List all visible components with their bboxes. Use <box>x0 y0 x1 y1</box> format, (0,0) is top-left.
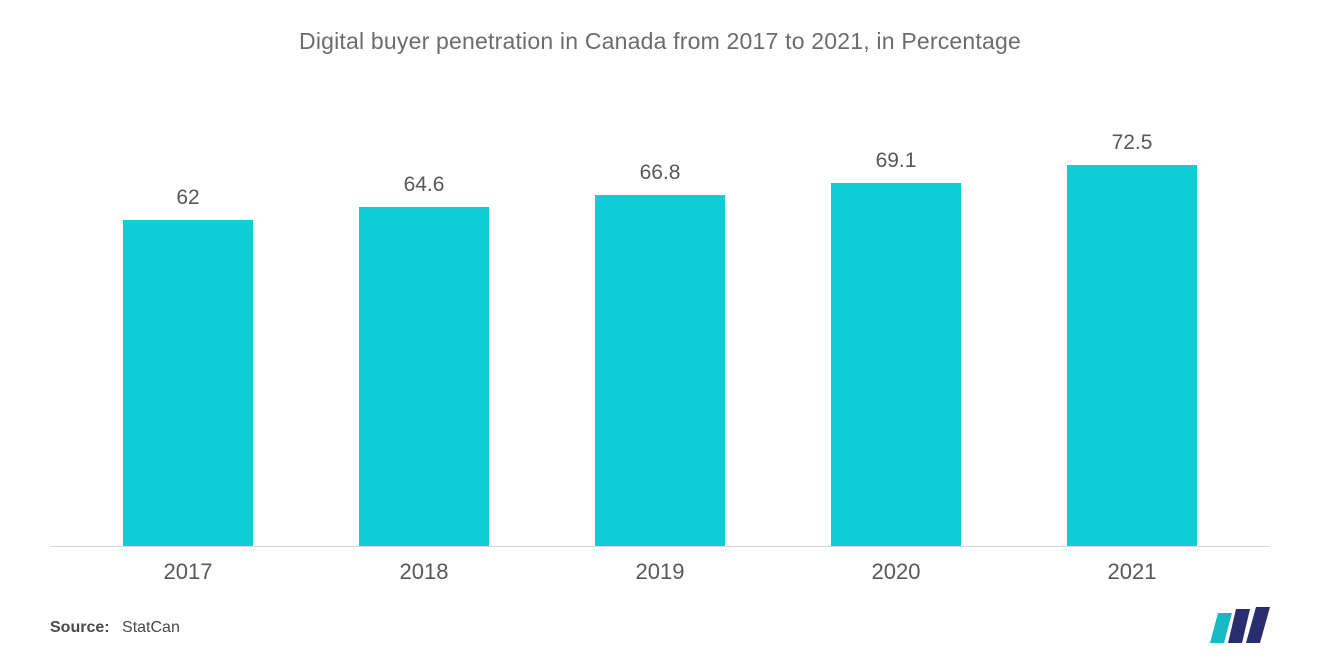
bar-group-2017: 62 <box>70 61 306 546</box>
chart-container: Digital buyer penetration in Canada from… <box>0 0 1320 665</box>
brand-logo <box>1210 607 1270 643</box>
x-label-2019: 2019 <box>542 559 778 585</box>
bar-2020 <box>831 183 961 546</box>
bar-group-2021: 72.5 <box>1014 61 1250 546</box>
x-label-2018: 2018 <box>306 559 542 585</box>
x-label-2017: 2017 <box>70 559 306 585</box>
bar-2017 <box>123 220 253 546</box>
logo-bar1 <box>1210 613 1232 643</box>
x-axis-labels: 2017 2018 2019 2020 2021 <box>50 547 1270 585</box>
x-label-2020: 2020 <box>778 559 1014 585</box>
chart-title: Digital buyer penetration in Canada from… <box>50 28 1270 55</box>
bar-2019 <box>595 195 725 546</box>
bar-value-label: 66.8 <box>640 161 681 185</box>
bar-value-label: 69.1 <box>876 149 917 173</box>
source-citation: Source: StatCan <box>50 619 180 637</box>
bar-2018 <box>359 207 489 546</box>
logo-bar3 <box>1246 607 1270 643</box>
bar-value-label: 72.5 <box>1112 131 1153 155</box>
source-value: StatCan <box>122 619 180 636</box>
x-label-2021: 2021 <box>1014 559 1250 585</box>
bar-value-label: 64.6 <box>404 173 445 197</box>
bar-group-2020: 69.1 <box>778 61 1014 546</box>
plot-area: 62 64.6 66.8 69.1 72.5 <box>50 61 1270 547</box>
bar-2021 <box>1067 165 1197 546</box>
source-label: Source: <box>50 619 110 636</box>
bar-value-label: 62 <box>176 186 199 210</box>
bar-group-2018: 64.6 <box>306 61 542 546</box>
bar-group-2019: 66.8 <box>542 61 778 546</box>
